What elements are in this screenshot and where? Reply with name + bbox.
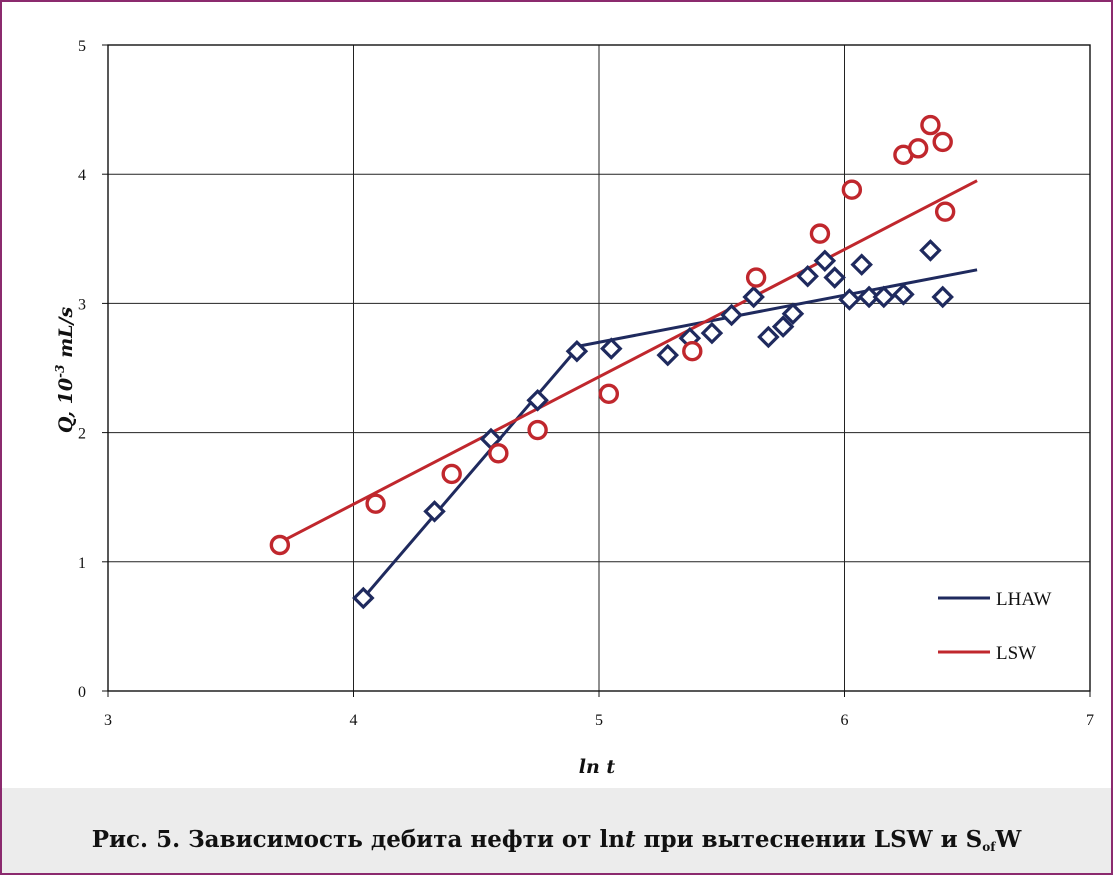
lsw-point — [488, 443, 509, 464]
y-tick-label: 0 — [78, 684, 86, 701]
lhaw-point — [781, 302, 805, 325]
lsw-point — [932, 131, 953, 153]
y-axis-label: Q, 10-3 mL/s — [53, 307, 77, 434]
lhaw-point — [352, 586, 375, 610]
lhaw-point — [850, 253, 873, 276]
lsw-point — [934, 201, 956, 222]
caption-band — [2, 788, 1111, 873]
y-tick-label: 4 — [78, 167, 86, 184]
lhaw-point — [423, 500, 446, 523]
lhaw-point — [823, 266, 846, 289]
lsw-point — [598, 383, 620, 405]
lhaw-point — [892, 283, 915, 306]
x-axis-label: ln t — [579, 756, 616, 778]
lhaw-point — [526, 389, 549, 412]
lhaw-point — [565, 339, 589, 363]
lsw-point — [365, 493, 386, 514]
chart-svg: 3 4 5 6 7 0 1 2 3 4 5 LHAW LSW ln t Q, 10-3 mL/s — [53, 38, 1094, 778]
lhaw-point — [838, 288, 861, 311]
figure-caption: Рис. 5. Зависимость дебита нефти от lnt … — [91, 826, 1022, 854]
lsw-point — [441, 463, 462, 485]
legend-label-lhaw: LHAW — [996, 589, 1052, 610]
lhaw-point — [771, 315, 795, 338]
lhaw-point — [700, 321, 724, 345]
x-tick-label: 6 — [841, 712, 849, 729]
legend: LHAW LSW — [938, 589, 1052, 664]
lhaw-point — [796, 265, 819, 288]
y-tick-label: 5 — [78, 38, 86, 55]
lhaw-fit-line — [362, 268, 978, 599]
x-tick-label: 4 — [350, 712, 358, 729]
y-tick-label: 1 — [78, 555, 86, 572]
x-tick-label: 5 — [595, 712, 603, 729]
lhaw-point — [919, 239, 942, 262]
lsw-point — [920, 114, 941, 136]
x-tick-label: 3 — [104, 712, 112, 729]
lhaw-point — [600, 337, 623, 360]
lsw-point — [745, 267, 767, 288]
lhaw-point — [757, 325, 780, 349]
lhaw-point — [931, 285, 954, 309]
lhaw-point — [857, 285, 881, 309]
lsw-point — [527, 419, 548, 441]
axis-ticks: 3 4 5 6 7 0 1 2 3 4 5 — [78, 38, 1094, 729]
lsw-point — [269, 534, 291, 556]
lhaw-point — [720, 303, 743, 327]
lsw-fit-line — [279, 179, 978, 544]
lsw-point — [809, 223, 831, 244]
lhaw-point — [872, 285, 896, 309]
legend-label-lsw: LSW — [996, 643, 1036, 664]
lsw-point — [841, 179, 863, 200]
lhaw-point — [742, 285, 765, 309]
fit-lines — [279, 179, 978, 599]
y-tick-label: 2 — [78, 426, 86, 443]
lhaw-point — [656, 343, 680, 367]
lsw-point — [907, 138, 929, 159]
data-markers — [269, 114, 956, 610]
lhaw-point — [813, 249, 837, 273]
y-tick-label: 3 — [78, 296, 86, 313]
x-tick-label: 7 — [1086, 712, 1094, 729]
lsw-point — [682, 341, 703, 362]
